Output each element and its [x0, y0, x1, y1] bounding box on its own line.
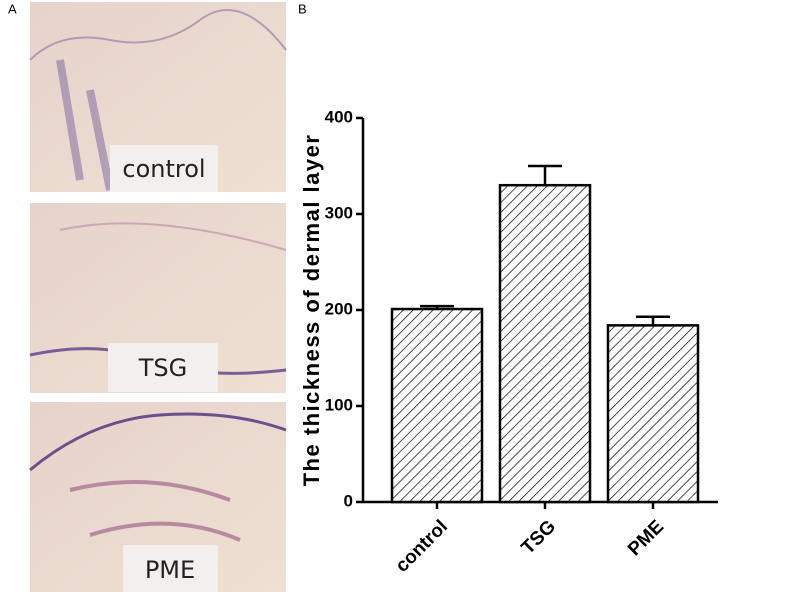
bar	[498, 183, 592, 504]
y-tick-label: 100	[325, 395, 353, 414]
y-tick-label: 400	[325, 107, 353, 126]
y-tick-label: 200	[325, 299, 353, 318]
x-tick-label: PME	[624, 516, 668, 560]
y-tick-label: 300	[325, 203, 353, 222]
x-tick-label: control	[392, 516, 452, 576]
micrograph: PME	[29, 402, 287, 592]
bar	[606, 324, 700, 504]
micrograph: TSG	[29, 203, 287, 393]
panel-label: B	[298, 1, 307, 16]
panel-label: A	[8, 1, 17, 16]
y-tick-label: 0	[344, 491, 353, 510]
image-label: TSG	[138, 354, 188, 382]
bar	[390, 307, 484, 504]
image-label: PME	[145, 556, 195, 584]
image-label: control	[122, 155, 205, 183]
micrograph: control	[29, 2, 287, 192]
x-tick-label: TSG	[518, 516, 560, 558]
y-axis-label: The thickness of dermal layer	[299, 134, 324, 487]
